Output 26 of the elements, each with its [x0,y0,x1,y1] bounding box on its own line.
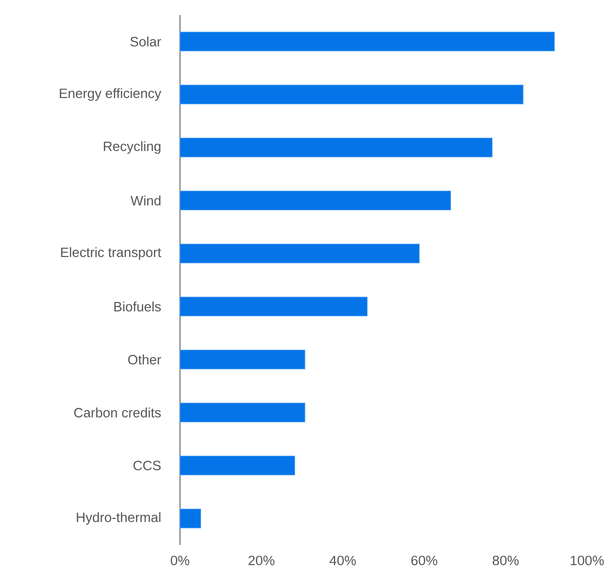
y-tick-label: Energy efficiency [60,88,162,101]
y-tick-label: Biofuels [114,302,161,312]
bar [180,402,306,422]
bar [180,32,555,52]
y-tick-label: CCS [133,460,161,470]
x-tick-label: 60% [411,556,438,566]
y-tick-label: Solar [130,36,162,46]
y-tick-label: Wind [130,196,160,206]
bar [180,84,524,104]
bar [180,138,492,158]
x-tick-label: 0% [170,556,190,566]
x-tick-label: 80% [492,556,519,566]
y-tick-label: Recycling [104,141,160,154]
bar [180,508,202,528]
y-tick-label: Electric transport [61,247,162,260]
y-tick-label: Carbon credits [74,408,161,418]
bar [180,244,420,264]
x-tick-label: 100% [570,556,604,566]
bar [180,350,306,370]
y-tick-label: Other [128,354,162,364]
bar [180,296,368,316]
x-tick-label: 20% [248,556,274,566]
x-tick-label: 40% [330,556,356,566]
bar [180,190,451,210]
bar [180,456,296,476]
y-tick-label: Hydro-thermal [76,512,160,525]
